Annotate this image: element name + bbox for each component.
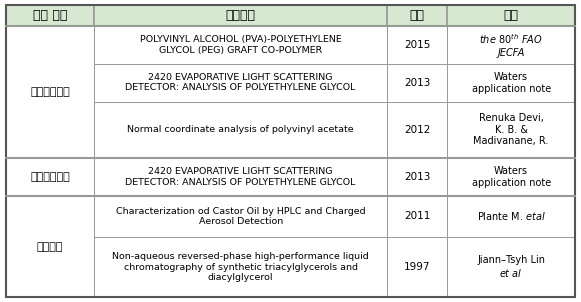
Bar xyxy=(388,196,447,237)
Text: POLYVINYL ALCOHOL (PVA)-POLYETHYLENE
GLYCOL (PEG) GRAFT CO-POLYMER: POLYVINYL ALCOHOL (PVA)-POLYETHYLENE GLY… xyxy=(140,35,342,55)
Bar xyxy=(388,64,447,101)
Text: 저자: 저자 xyxy=(504,9,519,22)
Bar xyxy=(388,26,447,64)
Bar xyxy=(388,5,447,26)
Bar xyxy=(6,26,94,158)
Text: 1997: 1997 xyxy=(404,262,431,272)
Bar xyxy=(388,158,447,196)
Bar xyxy=(447,5,575,26)
Text: 분석 대상: 분석 대상 xyxy=(33,9,67,22)
Text: Waters
application note: Waters application note xyxy=(472,166,551,188)
Text: 피마자유: 피마자유 xyxy=(37,242,63,252)
Bar xyxy=(6,158,94,196)
Bar xyxy=(447,101,575,158)
Bar xyxy=(94,237,388,297)
Text: the $80^{th}$ FAO
JECFA: the $80^{th}$ FAO JECFA xyxy=(479,32,543,58)
Text: 2013: 2013 xyxy=(404,78,431,88)
Bar xyxy=(447,196,575,237)
Text: 2012: 2012 xyxy=(404,125,431,135)
Text: 2420 EVAPORATIVE LIGHT SCATTERING
DETECTOR: ANALYSIS OF POLYETHYLENE GLYCOL: 2420 EVAPORATIVE LIGHT SCATTERING DETECT… xyxy=(125,167,356,187)
Text: 2015: 2015 xyxy=(404,40,431,50)
Bar xyxy=(447,26,575,64)
Text: Jiann–Tsyh Lin
$\it{et\ al}$: Jiann–Tsyh Lin $\it{et\ al}$ xyxy=(477,255,545,279)
Text: 2420 EVAPORATIVE LIGHT SCATTERING
DETECTOR: ANALYSIS OF POLYETHYLENE GLYCOL: 2420 EVAPORATIVE LIGHT SCATTERING DETECT… xyxy=(125,73,356,92)
Bar xyxy=(94,64,388,101)
Text: Characterization od Castor Oil by HPLC and Charged
Aerosol Detection: Characterization od Castor Oil by HPLC a… xyxy=(116,207,365,226)
Bar xyxy=(447,64,575,101)
Bar xyxy=(94,101,388,158)
Bar xyxy=(94,158,388,196)
Text: Non-aqueous reversed-phase high-performance liquid
chromatography of synthetic t: Non-aqueous reversed-phase high-performa… xyxy=(112,252,369,282)
Bar xyxy=(6,5,94,26)
Bar xyxy=(6,196,94,297)
Bar xyxy=(94,5,388,26)
Text: Waters
application note: Waters application note xyxy=(472,72,551,94)
Text: 년도: 년도 xyxy=(410,9,425,22)
Text: 초산비닐수지: 초산비닐수지 xyxy=(30,87,70,97)
Bar xyxy=(447,158,575,196)
Text: 폴리비닐알콜: 폴리비닐알콜 xyxy=(30,172,70,182)
Bar xyxy=(94,26,388,64)
Bar xyxy=(388,101,447,158)
Text: Normal coordinate analysis of polyvinyl acetate: Normal coordinate analysis of polyvinyl … xyxy=(127,125,354,134)
Text: 2011: 2011 xyxy=(404,211,431,221)
Bar xyxy=(94,196,388,237)
Text: 논문제목: 논문제목 xyxy=(225,9,256,22)
Text: Renuka Devi,
K. B. &
Madivanane, R.: Renuka Devi, K. B. & Madivanane, R. xyxy=(474,113,549,146)
Text: 2013: 2013 xyxy=(404,172,431,182)
Bar xyxy=(447,237,575,297)
Text: Plante M. $\it{et al}$: Plante M. $\it{et al}$ xyxy=(477,210,546,223)
Bar xyxy=(388,237,447,297)
